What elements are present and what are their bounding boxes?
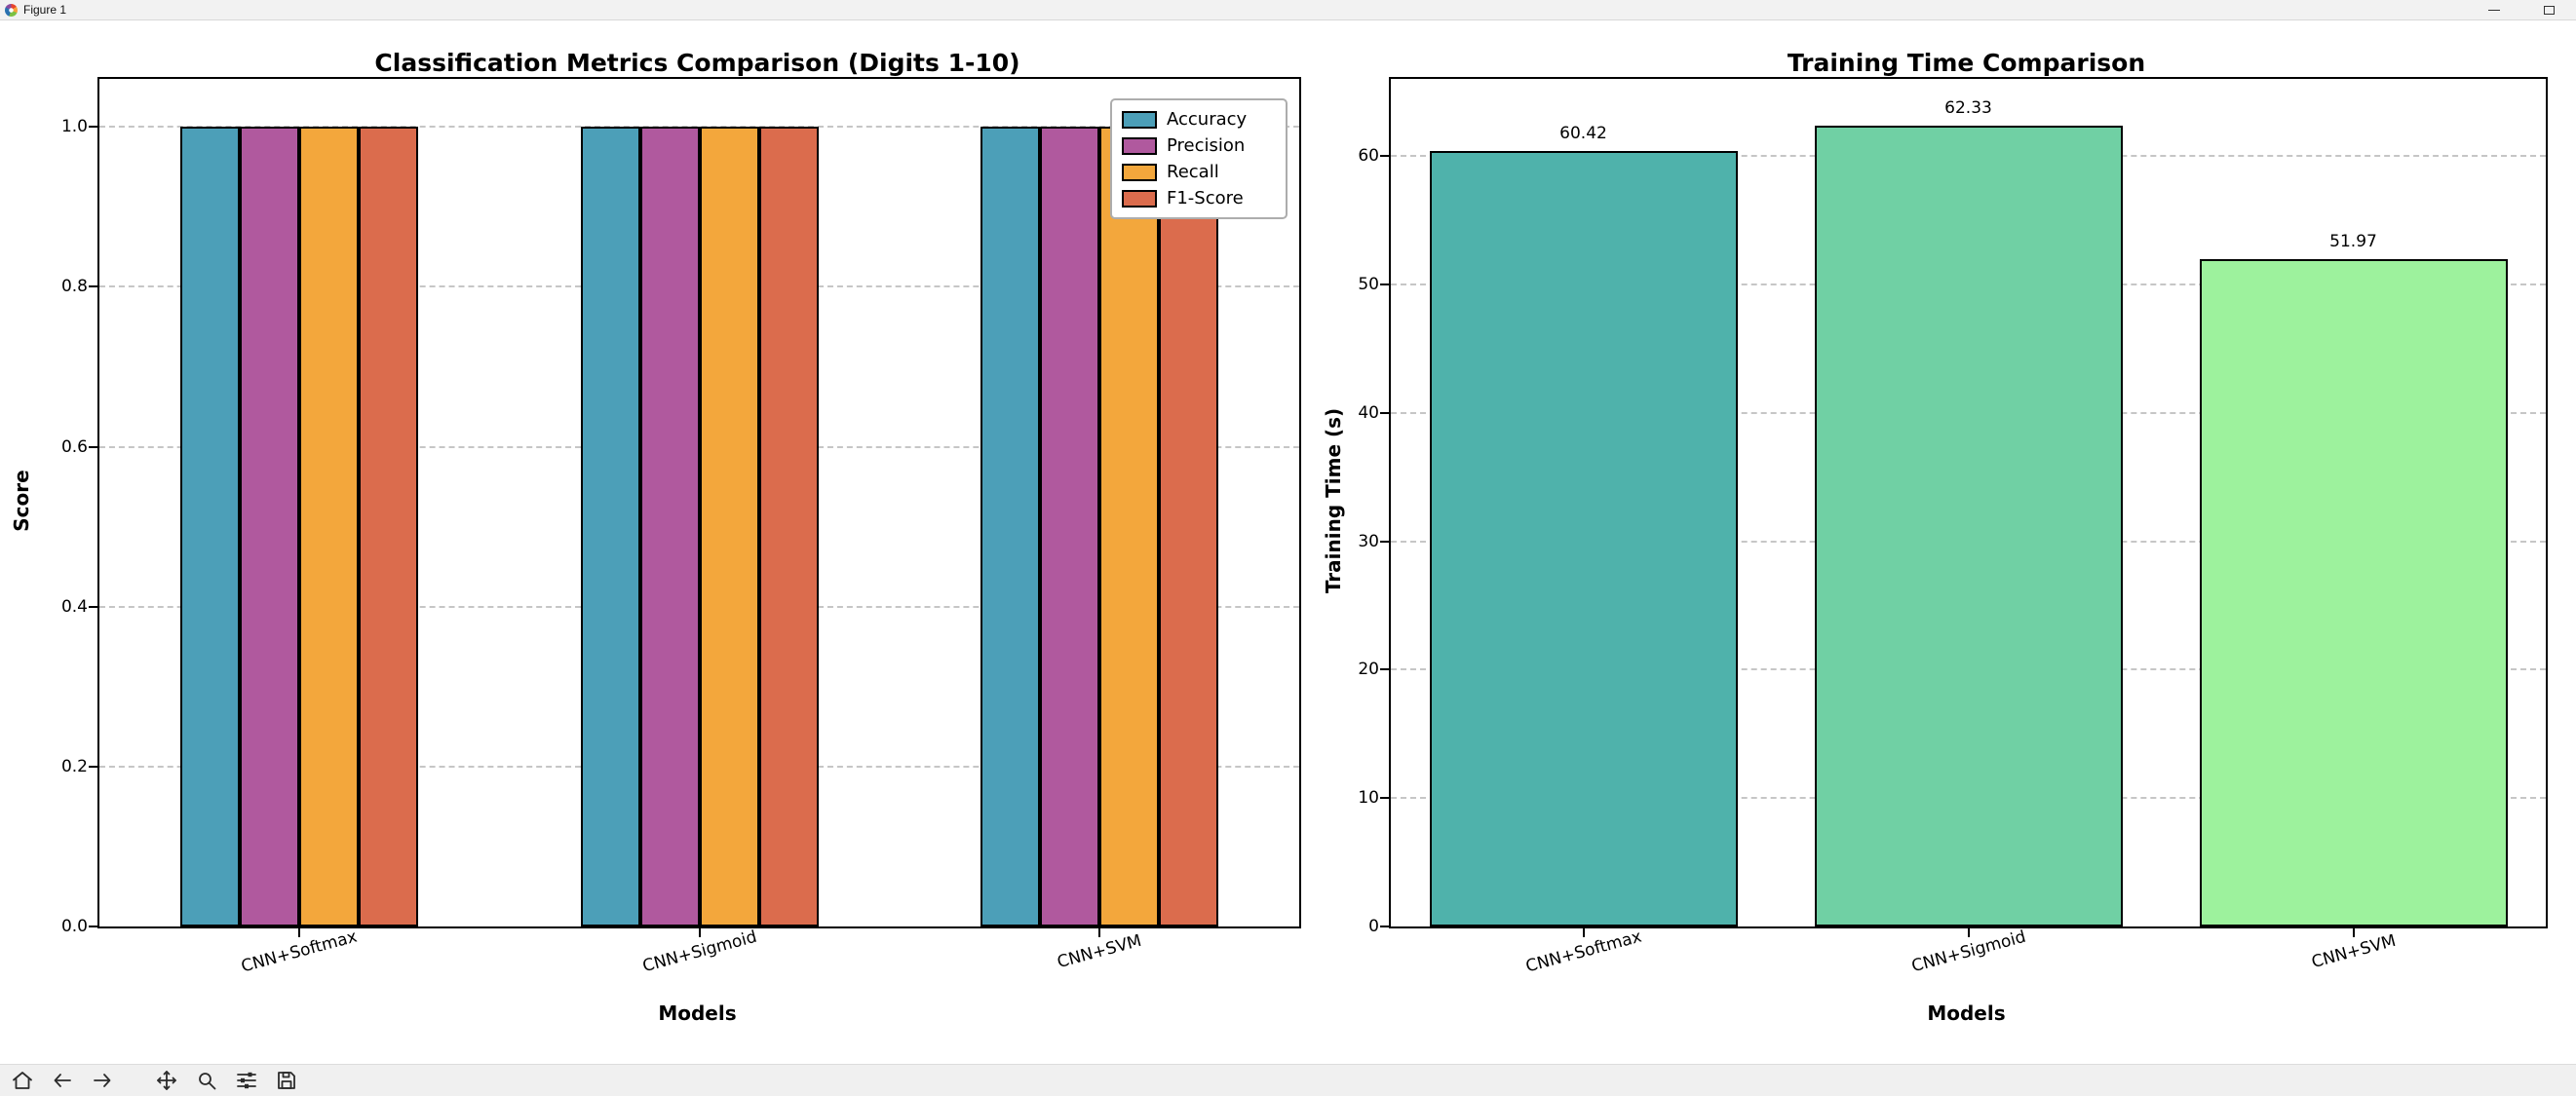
y-tick-label: 0.2 <box>60 756 88 776</box>
y-tick-label: 60 <box>1358 146 1379 167</box>
f1-score-swatch <box>1122 189 1157 208</box>
bar-precision <box>1039 127 1099 926</box>
legend-entry-label: Precision <box>1167 135 1246 156</box>
y-tick-label: 0.4 <box>60 596 88 617</box>
bar-f1-score <box>1158 127 1218 926</box>
y-tick-mark <box>1380 283 1389 285</box>
legend: Accuracy Precision Recall F1-Score <box>1110 98 1288 219</box>
y-tick-label: 10 <box>1358 788 1379 809</box>
y-tick-mark <box>89 605 97 608</box>
y-tick-mark <box>89 126 97 129</box>
y-tick-label: 20 <box>1358 660 1379 680</box>
legend-entry-label: Recall <box>1167 162 1219 182</box>
x-tick-mark <box>698 928 701 937</box>
bar-precision <box>240 127 300 926</box>
x-axis-label-models-right: Models <box>1927 1002 2006 1025</box>
x-tick-label: CNN+SVM <box>2309 930 2398 973</box>
precision-swatch <box>1122 136 1157 155</box>
bar-cnn-svm <box>2199 258 2508 926</box>
x-tick-mark <box>1582 928 1585 937</box>
configure-subplots-button[interactable] <box>232 1066 261 1095</box>
legend-entry: F1-Score <box>1122 185 1274 211</box>
bar-value-label: 62.33 <box>1944 98 1992 119</box>
navigation-toolbar <box>0 1064 2576 1096</box>
y-tick-label: 30 <box>1358 531 1379 551</box>
titlebar[interactable]: Figure 1 <box>0 0 2576 20</box>
legend-entry: Accuracy <box>1122 106 1274 132</box>
home-icon <box>13 1072 32 1089</box>
y-tick-label: 0.0 <box>60 917 88 936</box>
back-arrow-icon <box>54 1074 71 1087</box>
legend-entry: Precision <box>1122 132 1274 159</box>
recall-swatch <box>1122 163 1157 181</box>
y-tick-mark <box>1380 797 1389 800</box>
figure-canvas[interactable]: Classification Metrics Comparison (Digit… <box>0 19 2576 1064</box>
forward-arrow-icon <box>94 1074 111 1087</box>
y-tick-label: 40 <box>1358 402 1379 423</box>
x-axis-label-models-left: Models <box>658 1002 737 1025</box>
y-tick-label: 0.6 <box>60 436 88 457</box>
window-title: Figure 1 <box>23 3 67 17</box>
zoom-magnifier-icon <box>199 1073 216 1090</box>
bar-f1-score <box>359 127 419 926</box>
y-tick-mark <box>1380 540 1389 543</box>
bar-cnn-softmax <box>1429 150 1738 926</box>
bar-f1-score <box>758 127 819 926</box>
x-tick-mark <box>1967 928 1970 937</box>
y-tick-mark <box>89 765 97 768</box>
back-button[interactable] <box>48 1066 77 1095</box>
save-floppy-icon <box>278 1072 295 1089</box>
x-tick-mark <box>1097 928 1100 937</box>
pan-button[interactable] <box>152 1066 181 1095</box>
bar-accuracy <box>580 127 640 926</box>
y-tick-label: 0.8 <box>60 277 88 297</box>
minimize-button[interactable] <box>2467 0 2521 19</box>
bar-value-label: 51.97 <box>2329 231 2377 251</box>
y-tick-mark <box>89 445 97 448</box>
matplotlib-logo-icon <box>5 3 18 17</box>
x-tick-mark <box>2352 928 2355 937</box>
window-controls <box>2467 0 2576 19</box>
gridline <box>99 126 1299 129</box>
y-axis-label-training-time: Training Time (s) <box>1322 407 1345 594</box>
pan-move-icon <box>157 1071 176 1090</box>
forward-button[interactable] <box>88 1066 117 1095</box>
bar-recall <box>1098 127 1159 926</box>
zoom-button[interactable] <box>192 1066 221 1095</box>
bar-cnn-sigmoid <box>1814 126 2123 926</box>
y-tick-mark <box>89 285 97 288</box>
toolbar-separator <box>128 1080 141 1081</box>
y-tick-label: 1.0 <box>60 117 88 137</box>
bar-recall <box>299 127 360 926</box>
accuracy-swatch <box>1122 110 1157 129</box>
y-tick-label: 0 <box>1368 917 1379 936</box>
subplot-sliders-icon <box>237 1072 256 1089</box>
bar-precision <box>639 127 700 926</box>
minimize-icon <box>2488 9 2500 11</box>
legend-entry-label: F1-Score <box>1167 188 1244 208</box>
x-tick-mark <box>298 928 301 937</box>
bar-accuracy <box>980 127 1040 926</box>
axes-training-time[interactable]: 0 10 20 30 40 50 60 CNN+Softmax 60.42 CNN+Sigmoid… <box>1358 77 2548 976</box>
y-tick-mark <box>1380 155 1389 158</box>
chart-title-training-time: Training Time Comparison <box>1787 49 2146 77</box>
maximize-icon <box>2543 5 2555 15</box>
bar-recall <box>699 127 759 926</box>
maximize-button[interactable] <box>2521 0 2576 19</box>
axes-metrics[interactable]: Accuracy Precision Recall F1-Score 0.0 0.2 0.… <box>61 77 1301 976</box>
y-tick-mark <box>1380 668 1389 671</box>
legend-entry: Recall <box>1122 159 1274 185</box>
legend-entry-label: Accuracy <box>1167 109 1248 130</box>
y-tick-mark <box>1380 926 1389 927</box>
x-tick-label: CNN+SVM <box>1055 930 1144 973</box>
bar-accuracy <box>180 127 241 926</box>
y-tick-label: 50 <box>1358 274 1379 294</box>
bar-value-label: 60.42 <box>1559 123 1607 143</box>
chart-title-metrics: Classification Metrics Comparison (Digit… <box>374 49 1020 77</box>
y-axis-label-score: Score <box>10 470 33 532</box>
save-button[interactable] <box>272 1066 301 1095</box>
y-tick-mark <box>1380 411 1389 414</box>
y-tick-mark <box>89 926 97 927</box>
home-button[interactable] <box>8 1066 37 1095</box>
